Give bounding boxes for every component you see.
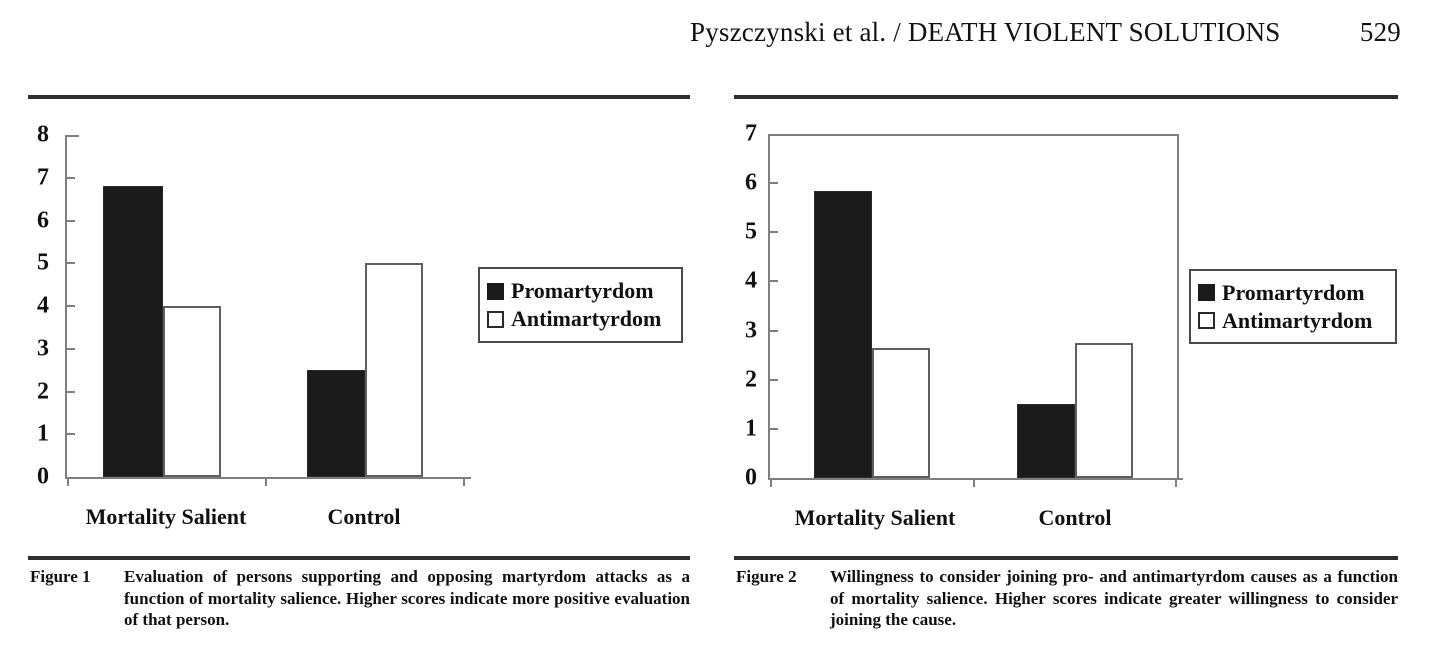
running-head-title: Pyszczynski et al. / DEATH VIOLENT SOLUT…	[690, 17, 1281, 47]
running-head: Pyszczynski et al. / DEATH VIOLENT SOLUT…	[690, 17, 1401, 48]
legend-item-promartyrdom: Promartyrdom	[1198, 279, 1392, 305]
y-tick-label: 3	[745, 317, 757, 344]
legend-box: Promartyrdom Antimartyrdom	[478, 267, 683, 343]
legend-item-antimartyrdom: Antimartyrdom	[487, 308, 678, 330]
y-tick-label: 0	[37, 463, 49, 490]
bar-promartyrdom-control	[1017, 404, 1075, 478]
y-tick-label: 2	[745, 366, 757, 393]
y-axis-line	[768, 134, 770, 480]
y-tick-label: 7	[37, 164, 49, 191]
y-tick	[770, 378, 778, 381]
y-tick	[67, 347, 75, 350]
y-tick	[770, 329, 778, 332]
y-tick-label: 1	[37, 420, 49, 447]
y-tick-label: 2	[37, 378, 49, 405]
y-tick	[770, 427, 778, 430]
x-axis-line	[65, 477, 471, 479]
figure-2-chart: 0 1 2 3 4 5 6 7 Mortality Salient Control Promarty…	[734, 0, 1398, 662]
bar-antimartyrdom-control	[1075, 343, 1133, 478]
figure-1-top-rule	[28, 95, 690, 99]
x-tick	[265, 479, 267, 486]
plot-top-border	[768, 134, 1179, 136]
y-tick	[67, 390, 75, 393]
figure-2-block: 0 1 2 3 4 5 6 7 Mortality Salient Control Promarty…	[734, 0, 1398, 662]
figure-2-caption-label: Figure 2	[736, 567, 797, 586]
bar-antimartyrdom-mortality-salient	[163, 306, 221, 477]
x-category-label-control: Control	[327, 504, 401, 529]
y-tick-label: 0	[745, 464, 757, 491]
y-tick-label: 6	[37, 207, 49, 234]
bar-promartyrdom-control	[307, 370, 365, 477]
figure-1-caption: Figure 1 Evaluation of persons supportin…	[30, 566, 690, 631]
legend-swatch-antimartyrdom-icon	[1198, 312, 1215, 329]
y-tick-label: 1	[745, 415, 757, 442]
figure-1-caption-text: Evaluation of persons supporting and opp…	[124, 567, 690, 629]
legend-label-antimartyrdom: Antimartyrdom	[1222, 307, 1373, 333]
y-tick-label: 4	[37, 292, 49, 319]
y-tick	[770, 280, 778, 283]
legend-swatch-antimartyrdom-icon	[487, 310, 504, 328]
figure-1-caption-label: Figure 1	[30, 567, 91, 586]
y-tick	[67, 262, 75, 265]
y-tick	[770, 182, 778, 185]
legend-item-promartyrdom: Promartyrdom	[487, 280, 678, 302]
y-tick-label: 6	[745, 169, 757, 196]
figure-1-chart: 0 1 2 3 4 5 6 7 8 Mortality Salient Control Promart…	[28, 0, 690, 662]
y-axis-line	[65, 135, 67, 479]
legend-label-promartyrdom: Promartyrdom	[511, 278, 654, 303]
legend-label-promartyrdom: Promartyrdom	[1222, 279, 1365, 305]
y-tick	[67, 176, 75, 179]
y-tick-label: 5	[37, 249, 49, 276]
x-tick	[1175, 480, 1177, 487]
y-tick-label: 5	[745, 218, 757, 245]
legend-box: Promartyrdom Antimartyrdom	[1189, 269, 1397, 344]
x-category-label-mortality-salient: Mortality Salient	[794, 505, 956, 530]
figure-2-caption: Figure 2 Willingness to consider joining…	[736, 566, 1398, 631]
x-category-label-control: Control	[1038, 505, 1112, 530]
legend-label-antimartyrdom: Antimartyrdom	[511, 306, 662, 331]
legend-item-antimartyrdom: Antimartyrdom	[1198, 307, 1392, 333]
x-tick	[770, 480, 772, 487]
figure-2-bottom-rule	[734, 556, 1398, 560]
figure-1-block: 0 1 2 3 4 5 6 7 8 Mortality Salient Control Promart…	[28, 0, 690, 662]
x-tick	[463, 479, 465, 486]
y-tick	[67, 305, 75, 307]
legend-swatch-promartyrdom-icon	[487, 282, 504, 300]
y-tick	[67, 433, 75, 436]
legend-swatch-promartyrdom-icon	[1198, 284, 1215, 301]
y-tick	[770, 231, 778, 234]
x-axis-line	[768, 478, 1183, 480]
x-tick	[973, 480, 975, 487]
figure-2-top-rule	[734, 95, 1398, 99]
y-tick-label: 7	[745, 120, 757, 147]
figure-2-caption-text: Willingness to consider joining pro- and…	[830, 567, 1398, 629]
y-tick	[67, 219, 75, 222]
bar-promartyrdom-mortality-salient	[814, 191, 872, 478]
y-tick-label: 8	[37, 121, 49, 148]
x-category-label-mortality-salient: Mortality Salient	[85, 504, 247, 529]
x-tick	[67, 479, 69, 486]
page-number: 529	[1359, 17, 1401, 47]
figure-1-bottom-rule	[28, 556, 690, 560]
y-tick-label: 3	[37, 335, 49, 362]
bar-antimartyrdom-mortality-salient	[872, 348, 930, 478]
plot-right-border	[1177, 134, 1179, 478]
y-tick-label: 4	[745, 267, 757, 294]
y-axis-top-tick	[65, 135, 79, 137]
bar-antimartyrdom-control	[365, 263, 423, 477]
bar-promartyrdom-mortality-salient	[103, 186, 163, 477]
